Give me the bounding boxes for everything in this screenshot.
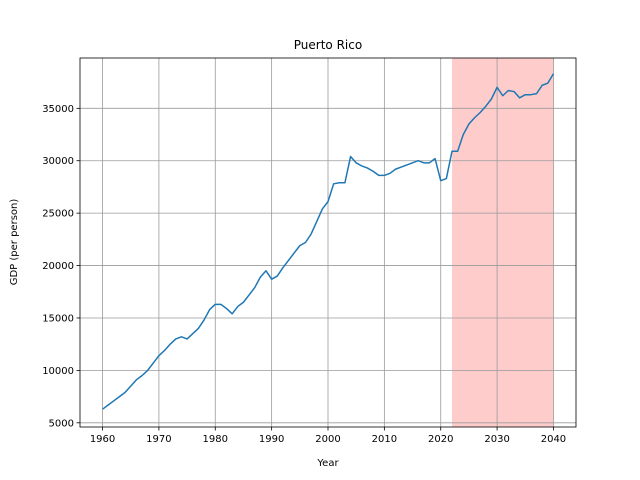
x-tick-label: 1970 bbox=[146, 434, 171, 445]
y-tick-label: 30000 bbox=[42, 156, 74, 167]
x-tick-label: 2000 bbox=[315, 434, 340, 445]
y-tick-label: 35000 bbox=[42, 104, 74, 115]
x-axis: 1960 1970 1980 1990 2000 2010 2020 2030 2040 bbox=[90, 427, 566, 445]
y-axis-label: GDP (per person) bbox=[9, 199, 20, 286]
y-tick-label: 5000 bbox=[49, 418, 74, 429]
y-tick-label: 20000 bbox=[42, 261, 74, 272]
y-tick-label: 15000 bbox=[42, 313, 74, 324]
y-axis: 5000 10000 15000 20000 25000 30000 35000 bbox=[42, 104, 80, 429]
plot-area bbox=[79, 57, 577, 428]
x-tick-label: 1980 bbox=[203, 434, 228, 445]
forecast-shaded-region bbox=[452, 58, 554, 427]
chart-title: Puerto Rico bbox=[294, 38, 362, 52]
x-tick-label: 2010 bbox=[372, 434, 397, 445]
x-tick-label: 2030 bbox=[484, 434, 509, 445]
x-tick-label: 2020 bbox=[428, 434, 453, 445]
y-tick-label: 25000 bbox=[42, 209, 74, 220]
grid bbox=[80, 58, 576, 427]
x-axis-label: Year bbox=[316, 458, 339, 469]
y-tick-label: 10000 bbox=[42, 366, 74, 377]
x-tick-label: 1990 bbox=[259, 434, 284, 445]
x-tick-label: 2040 bbox=[541, 434, 566, 445]
x-tick-label: 1960 bbox=[90, 434, 115, 445]
data-points bbox=[102, 73, 554, 410]
